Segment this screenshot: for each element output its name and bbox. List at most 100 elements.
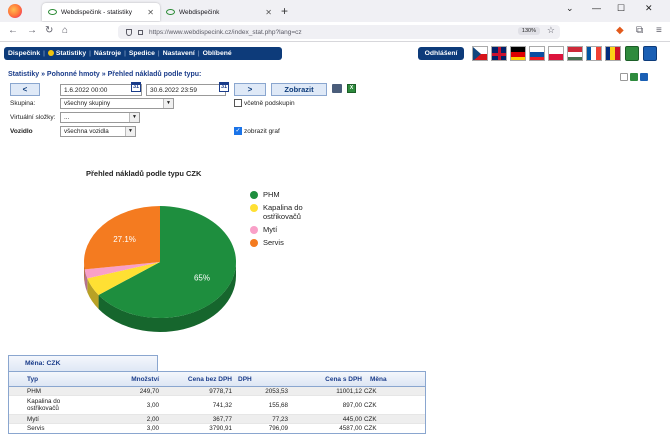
prev-period-button[interactable]: < (10, 83, 40, 96)
tab-title: Webdispečink - statistiky (61, 8, 133, 16)
zoom-badge[interactable]: 130% (517, 27, 540, 35)
currency-tab[interactable]: Měna: CZK (8, 355, 158, 371)
help-icon[interactable] (640, 73, 648, 81)
shield-icon[interactable] (126, 28, 132, 36)
flag-hu-icon[interactable] (567, 46, 583, 61)
legend-item[interactable]: PHM (250, 190, 320, 199)
show-button[interactable]: Zobrazit (271, 83, 327, 96)
subgroups-checkbox[interactable]: včetně podskupin (234, 99, 295, 107)
flag-cz-icon[interactable] (472, 46, 488, 61)
legend-label: PHM (263, 190, 280, 199)
col-mena[interactable]: Měna (370, 375, 387, 383)
flag-sk-icon[interactable] (529, 46, 545, 61)
url-bar[interactable]: https://www.webdispecink.cz/index_stat.p… (118, 25, 560, 39)
menu-item-spedice[interactable]: Spedice (128, 50, 155, 57)
lock-icon[interactable] (138, 29, 143, 35)
costs-table: Typ Množství Cena bez DPH DPH Cena s DPH… (8, 371, 426, 434)
pie-side-3 (84, 262, 85, 284)
close-tab-icon[interactable]: ✕ (147, 7, 154, 17)
breadcrumb-statistiky[interactable]: Statistiky (8, 71, 40, 78)
vozidlo-select[interactable]: všechna vozidla ▼ (60, 126, 136, 137)
cell-dph: 155,68 (268, 401, 288, 409)
menu-item-oblibene[interactable]: Oblíbené (202, 50, 232, 57)
pie-label-0: 65% (194, 274, 210, 283)
show-graph-checkbox[interactable]: ✓ zobrazit graf (234, 127, 280, 135)
menu-icon[interactable]: ≡ (656, 25, 662, 36)
date-from-input[interactable]: 1.6.2022 00:00 (60, 84, 142, 96)
col-dph[interactable]: DPH (238, 375, 252, 383)
menu-item-statistiky[interactable]: Statistiky (47, 50, 86, 57)
menu-item-nastroje[interactable]: Nástroje (93, 50, 122, 57)
breadcrumb-current: Přehled nákladů podle typu: (107, 71, 202, 78)
favorite-star-icon[interactable] (620, 73, 628, 81)
legend-item[interactable]: Servis (250, 238, 320, 247)
cell-cena-s: 11001,12 (336, 387, 362, 395)
cell-cena-s: 445,00 (342, 415, 362, 423)
add-icon[interactable] (630, 73, 638, 81)
excel-export-icon[interactable]: X (347, 84, 356, 93)
checkbox-box[interactable]: ✓ (234, 127, 242, 135)
calendar-to-icon[interactable]: 31 (219, 82, 229, 92)
cell-mena: CZK (364, 401, 377, 409)
home-icon[interactable]: ⌂ (62, 25, 69, 36)
legend-item[interactable]: Mytí (250, 225, 320, 234)
back-icon[interactable]: ← (8, 25, 18, 36)
url-text[interactable]: https://www.webdispecink.cz/index_stat.p… (149, 28, 302, 36)
firefox-icon[interactable] (8, 4, 22, 18)
chart-legend: PHM Kapalina do ostřikovačů Mytí Servis (250, 190, 320, 251)
settings-tool-icon[interactable] (643, 46, 657, 61)
flag-ro-icon[interactable] (605, 46, 621, 61)
calendar-from-icon[interactable]: 31 (131, 82, 141, 92)
flag-gb-icon[interactable] (491, 46, 507, 61)
maximize-icon[interactable]: ☐ (617, 3, 626, 13)
logout-button[interactable]: Odhlášení (418, 47, 464, 60)
table-row: Mytí 2,00 367,77 77,23 445,00 CZK (9, 415, 425, 424)
breadcrumb-pohonne-hmoty[interactable]: Pohonné hmoty (46, 71, 100, 78)
flag-de-icon[interactable] (510, 46, 526, 61)
virtual-folders-select[interactable]: ... ▼ (60, 112, 140, 123)
app-menu-bar: Dispečink | Statistiky | Nástroje | Sped… (0, 44, 670, 64)
col-mnozstvi[interactable]: Množství (131, 375, 159, 383)
close-window-icon[interactable]: ✕ (645, 3, 653, 13)
cell-dph: 2053,53 (265, 387, 288, 395)
cell-typ: Mytí (27, 415, 39, 423)
cell-mnozstvi: 3,00 (146, 425, 159, 432)
extensions-puzzle-icon[interactable]: ⧉ (636, 25, 644, 36)
tab-statistics[interactable]: Webdispečink - statistiky ✕ (42, 3, 160, 21)
checkbox-box[interactable] (234, 99, 242, 107)
flag-pl-icon[interactable] (548, 46, 564, 61)
col-typ[interactable]: Typ (27, 375, 39, 383)
next-period-button[interactable]: > (234, 83, 266, 96)
table-header: Typ Množství Cena bez DPH DPH Cena s DPH… (9, 372, 425, 387)
print-icon[interactable] (332, 84, 342, 93)
minimize-icon[interactable]: — (592, 3, 601, 13)
legend-item[interactable]: Kapalina do ostřikovačů (250, 203, 320, 221)
skupina-select[interactable]: všechny skupiny ▼ (60, 98, 174, 109)
export-icon[interactable] (625, 46, 639, 61)
pie-side-0 (98, 262, 237, 332)
extension-icon[interactable]: ◆ (616, 25, 624, 36)
pie-slice-1[interactable] (87, 262, 160, 295)
pie-side-1 (87, 278, 99, 309)
browser-tab-bar: Webdispečink - statistiky ✕ Webdispečink… (0, 0, 670, 22)
pie-slice-2[interactable] (84, 262, 160, 279)
cell-cena-s: 897,00 (342, 401, 362, 409)
close-tab-icon[interactable]: ✕ (265, 7, 272, 17)
col-cena-s-dph[interactable]: Cena s DPH (325, 375, 362, 383)
reload-icon[interactable]: ↻ (45, 25, 54, 36)
forward-icon[interactable]: → (27, 25, 37, 36)
pie-slice-0[interactable] (98, 206, 237, 318)
bookmark-star-icon[interactable]: ☆ (546, 25, 555, 35)
cell-mena: CZK (364, 425, 377, 432)
pie-slice-3[interactable] (84, 206, 160, 270)
new-tab-icon[interactable]: + (281, 4, 289, 18)
menu-item-dispecink[interactable]: Dispečink (8, 50, 41, 57)
legend-dot-icon (250, 191, 258, 199)
col-cena-bez-dph[interactable]: Cena bez DPH (187, 375, 232, 383)
date-to-input[interactable]: 30.6.2022 23:59 (146, 84, 226, 96)
tab-webdispecink[interactable]: Webdispečink ✕ (160, 3, 278, 21)
menu-item-nastaveni[interactable]: Nastavení (162, 50, 195, 57)
browser-nav-bar: ← → ↻ ⌂ https://www.webdispecink.cz/inde… (0, 22, 670, 42)
flag-fr-icon[interactable] (586, 46, 602, 61)
dropdown-chevron-icon[interactable]: ⌄ (566, 3, 574, 13)
